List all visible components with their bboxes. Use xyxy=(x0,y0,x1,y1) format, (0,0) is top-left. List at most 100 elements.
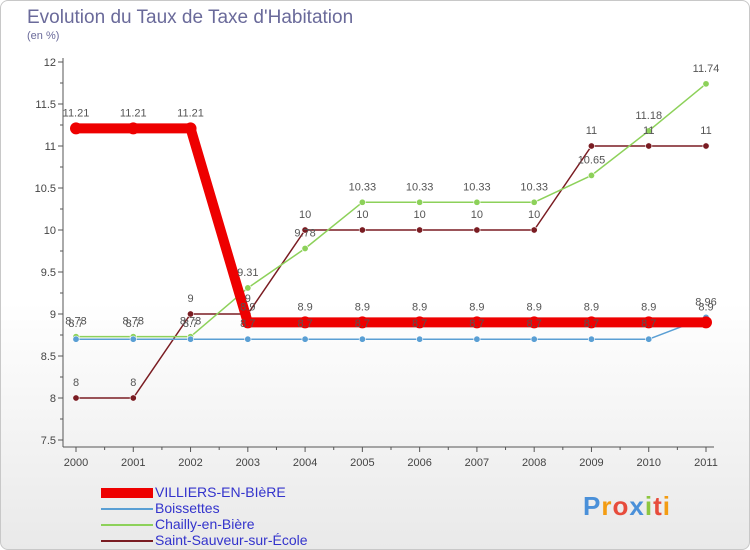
series-line-0 xyxy=(76,123,706,328)
legend-item: Saint-Sauveur-sur-École xyxy=(101,532,361,549)
data-point xyxy=(530,335,538,343)
data-label: 8.7 xyxy=(240,318,255,330)
data-point xyxy=(642,316,655,329)
data-label: 8 xyxy=(73,377,79,389)
data-label: 10 xyxy=(356,209,368,221)
data-label: 8.9 xyxy=(527,301,542,313)
y-tick-label: 11.5 xyxy=(35,99,56,111)
data-point xyxy=(702,142,710,150)
data-label: 8.9 xyxy=(698,301,713,313)
data-point xyxy=(356,316,369,329)
data-point xyxy=(244,335,252,343)
data-label: 8 xyxy=(130,377,136,389)
y-tick-label: 10.5 xyxy=(35,183,56,195)
data-point xyxy=(127,122,140,135)
data-point xyxy=(301,335,309,343)
data-point xyxy=(470,316,483,329)
data-label: 10 xyxy=(414,209,426,221)
data-label: 11.74 xyxy=(693,63,720,75)
legend-item: Chailly-en-Bière xyxy=(101,516,361,533)
x-tick-label: 2003 xyxy=(236,457,260,469)
logo-letter: x xyxy=(629,491,645,521)
data-point xyxy=(416,198,424,206)
data-point xyxy=(72,335,80,343)
data-point xyxy=(244,284,252,292)
data-label: 8.7 xyxy=(469,318,484,330)
data-point xyxy=(358,335,366,343)
proxiti-logo: Proxiti xyxy=(583,491,671,522)
data-label: 9.78 xyxy=(294,227,315,239)
x-tick-label: 2006 xyxy=(407,457,431,469)
data-point xyxy=(587,142,595,150)
data-point xyxy=(473,198,481,206)
data-label: 9 xyxy=(245,293,251,305)
series-line-2 xyxy=(76,83,707,338)
chart-subtitle: (en %) xyxy=(27,30,60,42)
logo-letter: r xyxy=(601,491,613,521)
legend-label: Chailly-en-Bière xyxy=(155,516,255,532)
y-tick-label: 8.5 xyxy=(41,351,56,363)
data-label: 10.33 xyxy=(406,181,434,193)
data-label: 8.73 xyxy=(65,316,86,328)
logo-letter: P xyxy=(583,491,602,521)
data-label: 11.21 xyxy=(177,107,204,119)
x-tick-label: 2002 xyxy=(178,457,202,469)
y-tick-label: 11 xyxy=(45,141,56,153)
data-point xyxy=(645,142,653,150)
data-label: 11.21 xyxy=(63,107,90,119)
data-label: 8.7 xyxy=(527,318,542,330)
data-label: 10 xyxy=(471,209,483,221)
data-point xyxy=(413,316,426,329)
data-label: 11 xyxy=(643,125,654,137)
data-label: 8.9 xyxy=(469,301,484,313)
data-point xyxy=(299,316,312,329)
x-tick-label: 2009 xyxy=(579,457,603,469)
data-point xyxy=(70,122,82,135)
legend-item: Boissettes xyxy=(101,500,361,517)
data-label: 10 xyxy=(528,209,540,221)
data-point xyxy=(129,335,137,343)
data-point xyxy=(416,226,424,234)
data-label: 8.73 xyxy=(180,316,201,328)
data-point xyxy=(129,394,137,402)
legend-label: VILLIERS-EN-BIèRE xyxy=(155,484,286,500)
data-label: 10.65 xyxy=(578,154,606,166)
x-tick-label: 2000 xyxy=(64,457,88,469)
data-point xyxy=(645,335,653,343)
data-point xyxy=(241,316,254,329)
data-point xyxy=(187,335,195,343)
data-label: 11.18 xyxy=(635,110,662,122)
data-label: 11 xyxy=(700,125,711,137)
data-point xyxy=(700,316,712,329)
legend-swatch xyxy=(101,524,153,526)
chart-title: Evolution du Taux de Taxe d'Habitation xyxy=(27,7,354,28)
data-point xyxy=(416,335,424,343)
x-tick-label: 2010 xyxy=(636,457,660,469)
data-label: 10.33 xyxy=(463,181,491,193)
logo-letter: i xyxy=(662,491,671,521)
data-label: 8.9 xyxy=(641,301,656,313)
x-tick-label: 2001 xyxy=(121,457,145,469)
data-label: 8.7 xyxy=(126,318,141,330)
data-point xyxy=(301,244,309,252)
x-tick-label: 2007 xyxy=(465,457,489,469)
data-label: 10.33 xyxy=(349,181,377,193)
data-label: 8.7 xyxy=(183,318,198,330)
legend-swatch xyxy=(101,540,153,542)
data-label: 11 xyxy=(586,125,597,137)
data-label: 9 xyxy=(187,293,193,305)
data-label: 8.7 xyxy=(641,318,656,330)
data-point xyxy=(187,310,195,318)
x-tick-label: 2011 xyxy=(694,457,718,469)
data-label: 8.9 xyxy=(412,301,427,313)
data-label: 8.9 xyxy=(584,301,599,313)
y-tick-label: 8 xyxy=(50,393,56,405)
data-label: 8.7 xyxy=(584,318,599,330)
data-label: 8.9 xyxy=(240,301,255,313)
data-point xyxy=(358,226,366,234)
data-point xyxy=(528,316,541,329)
data-point xyxy=(473,335,481,343)
data-point xyxy=(530,226,538,234)
